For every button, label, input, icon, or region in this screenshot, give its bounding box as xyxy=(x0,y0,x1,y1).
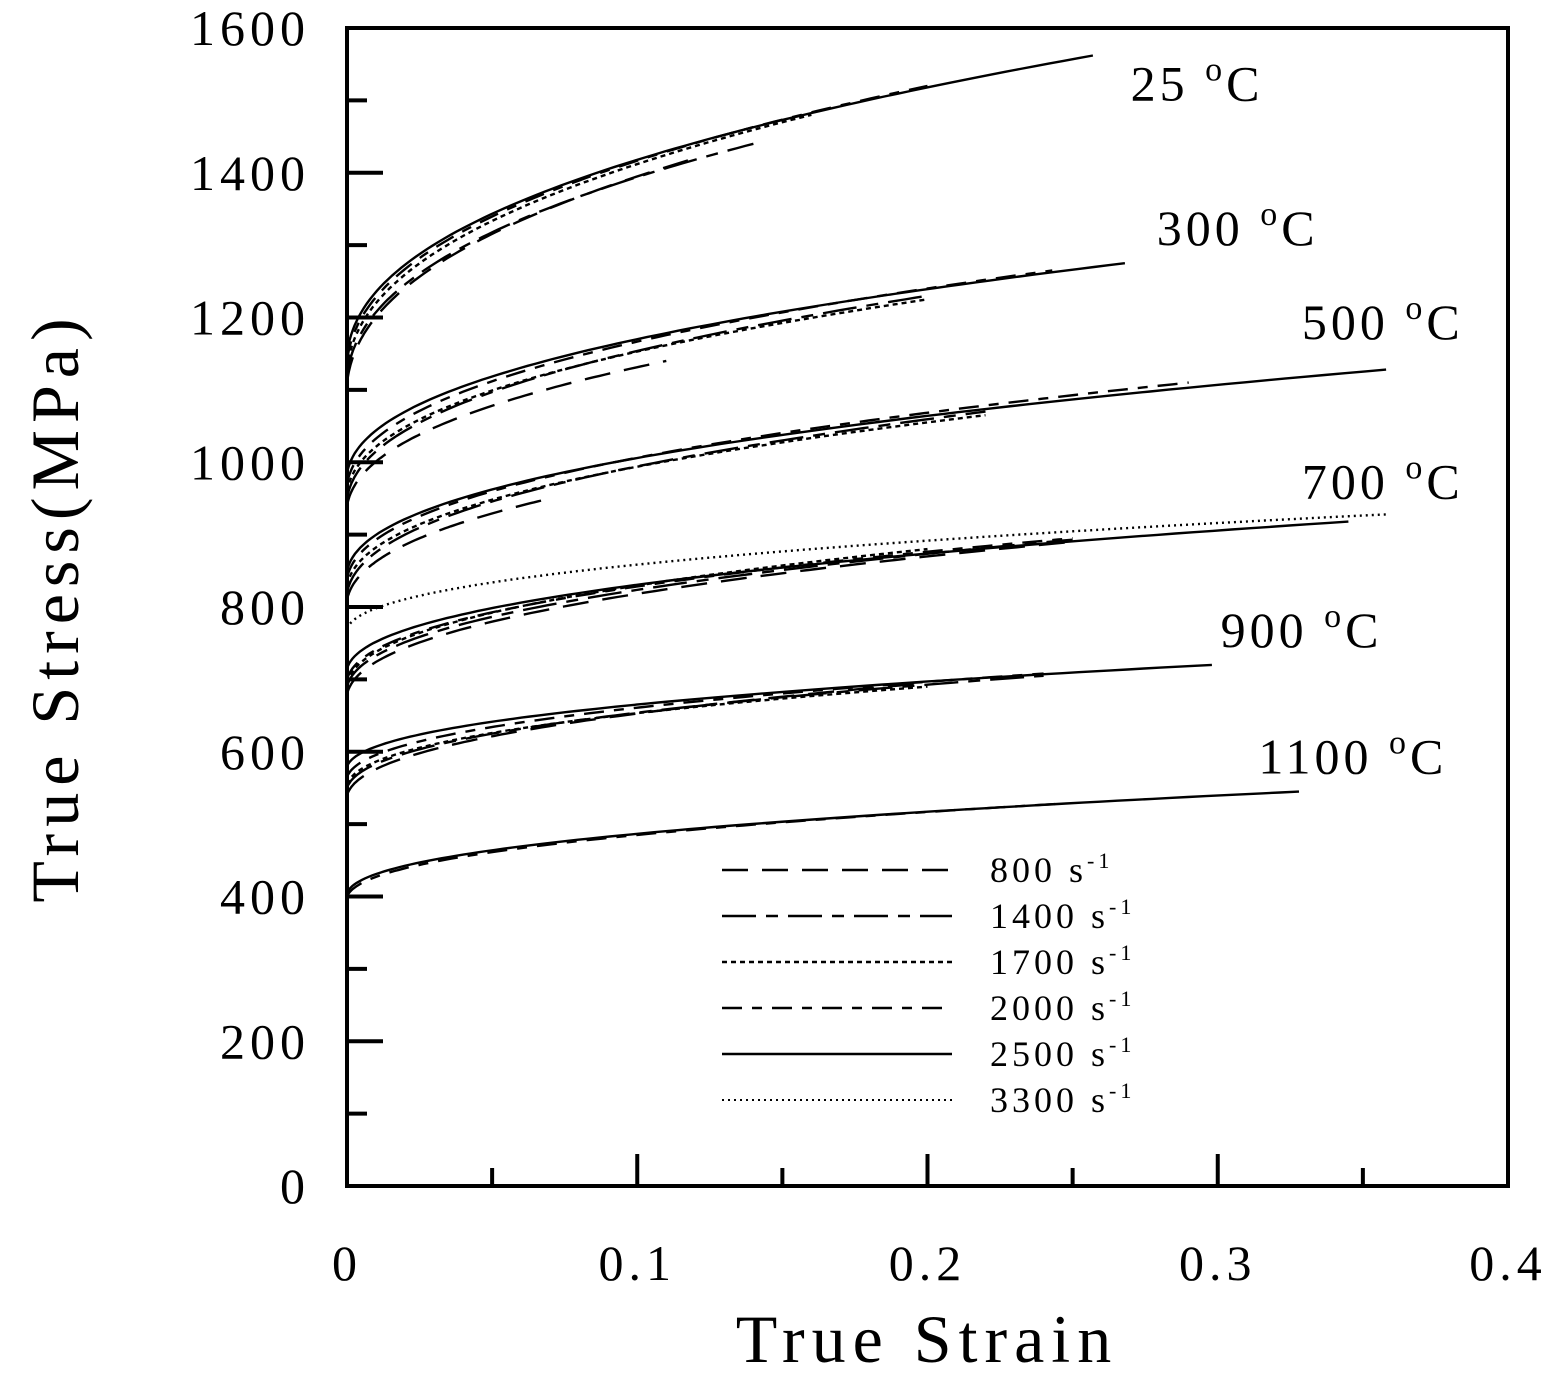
legend-item: 3300 s-1 xyxy=(722,1078,1135,1120)
curve-700C-1700-s-1 xyxy=(345,547,928,684)
curve-900C-800-s-1 xyxy=(345,681,928,796)
temperature-curve-group-700 xyxy=(345,513,1387,695)
curve-900C-2000-s-1 xyxy=(345,672,1044,778)
legend-item: 1400 s-1 xyxy=(722,894,1135,936)
legend-item: 2500 s-1 xyxy=(722,1032,1135,1074)
temperature-label: 500 oC xyxy=(1302,290,1464,350)
curve-300C-2000-s-1 xyxy=(345,269,1053,485)
y-tick-label: 1400 xyxy=(190,145,310,201)
curve-300C-2500-s-1 xyxy=(345,262,1126,474)
tick-labels-group: 0 0.1 0.2 0.3 0.4 0 200 400 600 800 1000 1200 1400 16… xyxy=(190,0,1547,1291)
curve-25C-800-s-1 xyxy=(345,157,696,383)
curve-1100C-2000-s-1 xyxy=(345,802,1059,897)
x-tick-label: 0.3 xyxy=(1179,1235,1257,1291)
x-tick-label: 0.2 xyxy=(889,1235,967,1291)
x-tick-label: 0 xyxy=(332,1235,362,1291)
curve-300C-1400-s-1 xyxy=(345,294,928,499)
curve-700C-3300-s-1 xyxy=(345,513,1387,630)
legend-label: 2500 s-1 xyxy=(990,1032,1135,1074)
temperature-curve-group-1100 xyxy=(345,790,1300,897)
curve-500C-2000-s-1 xyxy=(345,381,1189,579)
y-tick-label: 200 xyxy=(220,1013,310,1069)
temperature-label: 1100 oC xyxy=(1258,724,1447,784)
y-tick-label: 800 xyxy=(220,579,310,635)
curve-700C-1400-s-1 xyxy=(345,538,1073,687)
legend-item: 800 s-1 xyxy=(722,848,1113,890)
legend-label: 1700 s-1 xyxy=(990,940,1135,982)
temperature-label: 700 oC xyxy=(1302,449,1464,509)
curve-500C-1700-s-1 xyxy=(345,414,986,586)
temperature-label: 900 oC xyxy=(1221,598,1383,658)
x-tick-label: 0.4 xyxy=(1469,1235,1547,1291)
curve-500C-2500-s-1 xyxy=(345,368,1387,572)
curve-900C-1400-s-1 xyxy=(345,674,1044,789)
ticks-group xyxy=(347,98,1365,1186)
legend-item: 1700 s-1 xyxy=(722,940,1135,982)
curve-1100C-2500-s-1 xyxy=(345,790,1300,894)
curve-500C-1400-s-1 xyxy=(345,410,986,593)
temperature-curve-group-300 xyxy=(345,262,1126,506)
curve-700C-2000-s-1 xyxy=(345,537,1073,680)
temperature-label: 25 oC xyxy=(1131,51,1264,111)
temperature-curve-group-500 xyxy=(345,368,1387,601)
curve-700C-800-s-1 xyxy=(345,540,1073,695)
temperature-curve-group-900 xyxy=(345,663,1212,796)
x-axis-title: True Strain xyxy=(736,1301,1118,1377)
legend-item: 2000 s-1 xyxy=(722,986,1135,1028)
y-tick-label: 0 xyxy=(280,1158,310,1214)
y-tick-label: 1000 xyxy=(190,434,310,490)
curve-900C-2500-s-1 xyxy=(345,663,1212,767)
y-tick-label: 1200 xyxy=(190,290,310,346)
curve-500C-800-s-1 xyxy=(345,497,551,601)
curve-300C-800-s-1 xyxy=(345,359,667,506)
legend-label: 3300 s-1 xyxy=(990,1078,1135,1120)
curve-700C-2500-s-1 xyxy=(345,520,1349,669)
y-tick-label: 600 xyxy=(220,724,310,780)
curve-25C-1400-s-1 xyxy=(345,142,754,376)
temperature-labels-group: 25 oC 300 oC 500 oC 700 oC 900 oC 1100 oC xyxy=(1131,51,1464,784)
curve-25C-2500-s-1 xyxy=(345,54,1094,354)
temperature-label: 300 oC xyxy=(1157,196,1319,256)
curves-group xyxy=(345,54,1387,897)
legend-label: 800 s-1 xyxy=(990,848,1113,890)
curve-300C-1700-s-1 xyxy=(345,298,928,492)
y-tick-label: 1600 xyxy=(190,0,310,56)
legend-label: 1400 s-1 xyxy=(990,894,1135,936)
curve-25C-1700-s-1 xyxy=(345,113,812,369)
x-tick-label: 0.1 xyxy=(599,1235,677,1291)
legend-label: 2000 s-1 xyxy=(990,986,1135,1028)
curve-25C-2000-s-1 xyxy=(345,84,928,362)
curve-900C-1700-s-1 xyxy=(345,685,928,785)
y-axis-title: True Stress(MPa) xyxy=(17,311,93,902)
y-tick-label: 400 xyxy=(220,869,310,925)
